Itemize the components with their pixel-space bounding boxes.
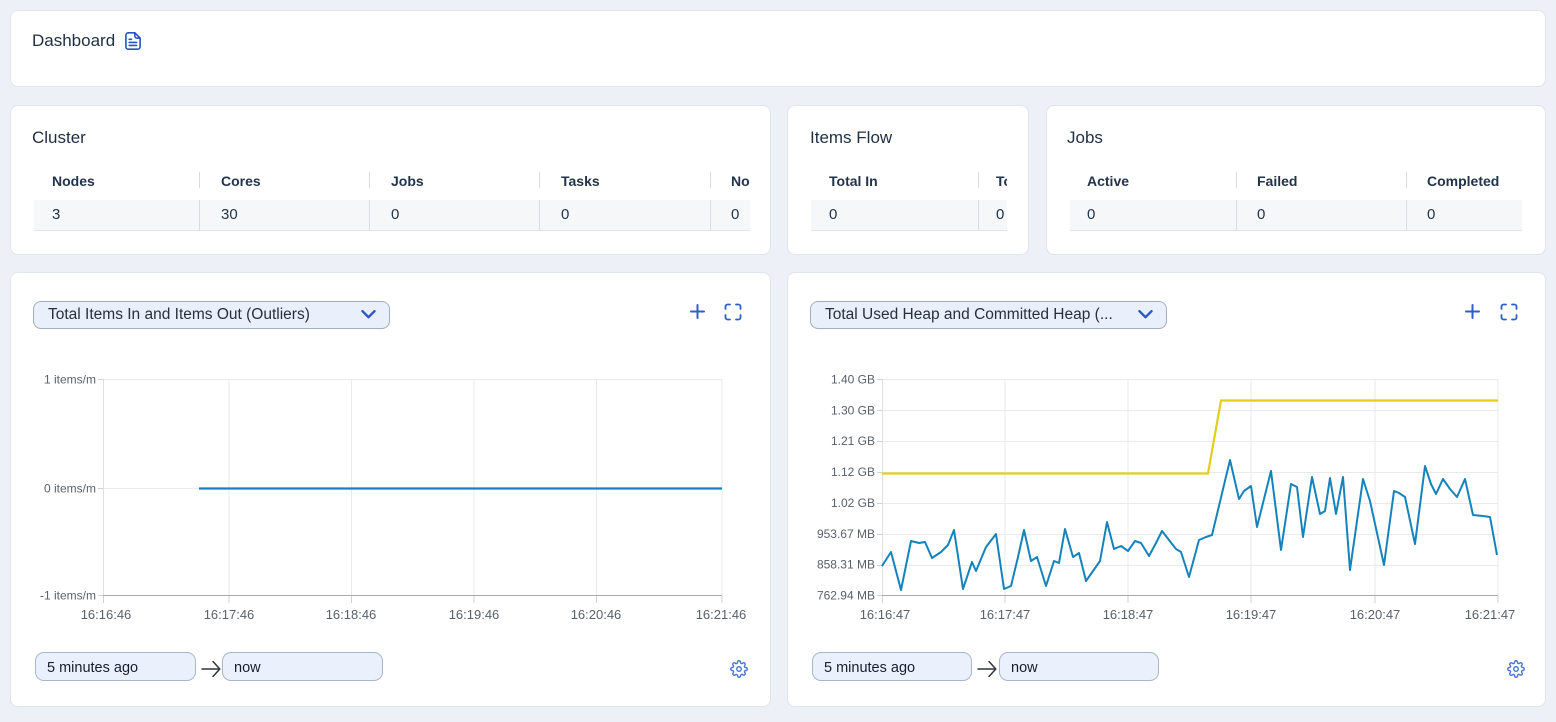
- svg-text:1.12 GB: 1.12 GB: [831, 465, 875, 479]
- svg-text:16:19:47: 16:19:47: [1226, 607, 1277, 622]
- svg-text:858.31 MB: 858.31 MB: [817, 558, 875, 572]
- svg-text:762.94 MB: 762.94 MB: [817, 589, 875, 603]
- svg-text:953.67 MB: 953.67 MB: [817, 527, 875, 541]
- svg-text:16:20:47: 16:20:47: [1350, 607, 1401, 622]
- svg-text:1.40 GB: 1.40 GB: [831, 373, 875, 387]
- svg-text:16:17:47: 16:17:47: [980, 607, 1031, 622]
- svg-text:16:20:46: 16:20:46: [571, 607, 622, 622]
- svg-text:16:21:47: 16:21:47: [1465, 607, 1516, 622]
- svg-text:16:18:46: 16:18:46: [326, 607, 377, 622]
- svg-text:1.02 GB: 1.02 GB: [831, 496, 875, 510]
- svg-text:1 items/m: 1 items/m: [44, 373, 96, 387]
- svg-text:0 items/m: 0 items/m: [44, 482, 96, 496]
- svg-text:16:16:47: 16:16:47: [860, 607, 911, 622]
- svg-text:1.30 GB: 1.30 GB: [831, 403, 875, 417]
- svg-text:16:17:46: 16:17:46: [204, 607, 255, 622]
- svg-text:1.21 GB: 1.21 GB: [831, 434, 875, 448]
- svg-text:16:18:47: 16:18:47: [1103, 607, 1154, 622]
- svg-text:16:16:46: 16:16:46: [81, 607, 132, 622]
- svg-text:-1 items/m: -1 items/m: [40, 589, 96, 603]
- svg-text:16:19:46: 16:19:46: [449, 607, 500, 622]
- svg-text:16:21:46: 16:21:46: [696, 607, 747, 622]
